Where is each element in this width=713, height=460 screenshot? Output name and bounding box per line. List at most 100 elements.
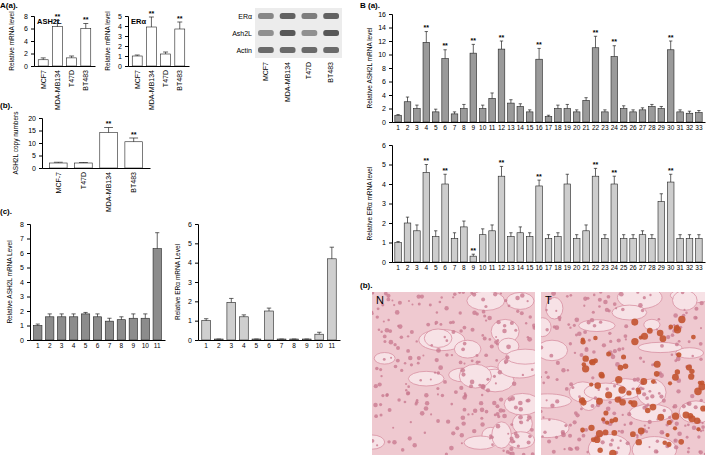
nucleus: [658, 392, 661, 395]
error-bar: [566, 104, 569, 108]
stained-nucleus: [582, 355, 588, 361]
tick: 4: [382, 181, 392, 188]
tick-label: 13: [507, 124, 515, 131]
tick-label: 28: [648, 264, 656, 271]
tick: 0: [24, 63, 34, 70]
tick-mark: [31, 54, 34, 55]
tick-mark: [39, 143, 42, 144]
tick: 28: [648, 264, 656, 271]
tick-label: 2: [118, 43, 122, 50]
x-axis: MCF-7T47DMDA-MB134BT483: [43, 169, 151, 213]
tick-label: 4: [382, 92, 386, 99]
tick-label: 6: [96, 342, 100, 349]
nucleus: [388, 408, 392, 412]
bar: [649, 106, 656, 122]
nucleus: [673, 404, 677, 408]
error-bar: [613, 176, 616, 184]
tick: 4: [424, 124, 428, 131]
nucleus: [387, 319, 390, 322]
nucleus: [419, 379, 422, 382]
nucleus: [585, 347, 588, 350]
tissue: [644, 319, 660, 330]
nucleus: [397, 325, 399, 327]
tick-label: 16: [378, 11, 386, 18]
nucleus: [648, 427, 650, 429]
bar: [461, 109, 468, 123]
bar: [620, 239, 627, 262]
nucleus: [500, 292, 502, 294]
nucleus: [470, 380, 475, 385]
tick-label: 20: [573, 264, 581, 271]
bar: [639, 110, 646, 122]
tick: 10: [479, 124, 487, 131]
nucleus: [400, 336, 404, 340]
stained-nucleus: [580, 400, 586, 406]
tick-label: 5: [434, 124, 438, 131]
bar: [100, 133, 118, 169]
tick: 27: [639, 124, 647, 131]
nucleus: [654, 449, 658, 453]
nucleus: [406, 349, 410, 353]
tick-label: 16: [535, 124, 543, 131]
tick-label: 33: [695, 124, 703, 131]
tick-label: 15: [526, 124, 534, 131]
ihc-image: [541, 292, 705, 455]
nucleus: [675, 342, 679, 346]
tick: MCF7: [134, 70, 141, 89]
nucleus: [510, 396, 515, 401]
tick: MDA-MB134: [105, 172, 112, 212]
tick-mark: [39, 118, 42, 119]
tick-mark: [27, 253, 30, 254]
nucleus: [507, 433, 509, 435]
error-bar: [669, 174, 672, 182]
blot-band: [280, 13, 296, 19]
tissue: [637, 379, 666, 406]
chart-title: ERα: [131, 17, 146, 26]
nucleus: [687, 451, 690, 454]
error-bar: [584, 225, 587, 231]
nucleus: [394, 365, 398, 369]
tick-mark: [195, 340, 198, 341]
nucleus: [684, 424, 686, 426]
tick-label: 5: [20, 264, 24, 271]
nucleus: [699, 342, 703, 346]
stained-nucleus: [631, 338, 638, 345]
nucleus: [674, 439, 676, 441]
tick-label: BT483: [130, 172, 137, 193]
nucleus: [633, 378, 637, 382]
nucleus: [659, 394, 663, 398]
nucleus: [375, 367, 379, 371]
tissue: [541, 318, 551, 337]
nucleus: [678, 340, 681, 343]
nucleus: [378, 382, 382, 386]
nucleus: [592, 311, 595, 314]
nucleus: [615, 307, 617, 309]
nucleus: [439, 301, 442, 304]
nucleus: [601, 440, 605, 444]
stained-nucleus: [654, 361, 661, 368]
tick: 20: [28, 115, 42, 122]
stained-nucleus: [609, 450, 616, 455]
nucleus: [471, 359, 474, 362]
nucleus: [608, 332, 611, 335]
bar: [602, 239, 609, 262]
tick: 23: [601, 124, 609, 131]
stained-nucleus: [626, 390, 631, 395]
nucleus: [687, 423, 690, 426]
bar: [479, 109, 486, 123]
nucleus: [486, 388, 490, 392]
bar: [414, 231, 421, 262]
tissue: [459, 364, 491, 388]
tick-label: BT483: [176, 70, 183, 91]
bar: [125, 142, 143, 168]
nucleus: [436, 387, 439, 390]
tissue: [424, 329, 452, 347]
nucleus: [674, 445, 678, 449]
annotation: **: [424, 24, 430, 31]
nucleus: [658, 318, 661, 321]
nucleus: [699, 301, 703, 305]
nucleus: [672, 406, 675, 409]
error-bar: [406, 217, 409, 223]
nucleus: [613, 384, 616, 387]
tick-label: 30: [667, 124, 675, 131]
